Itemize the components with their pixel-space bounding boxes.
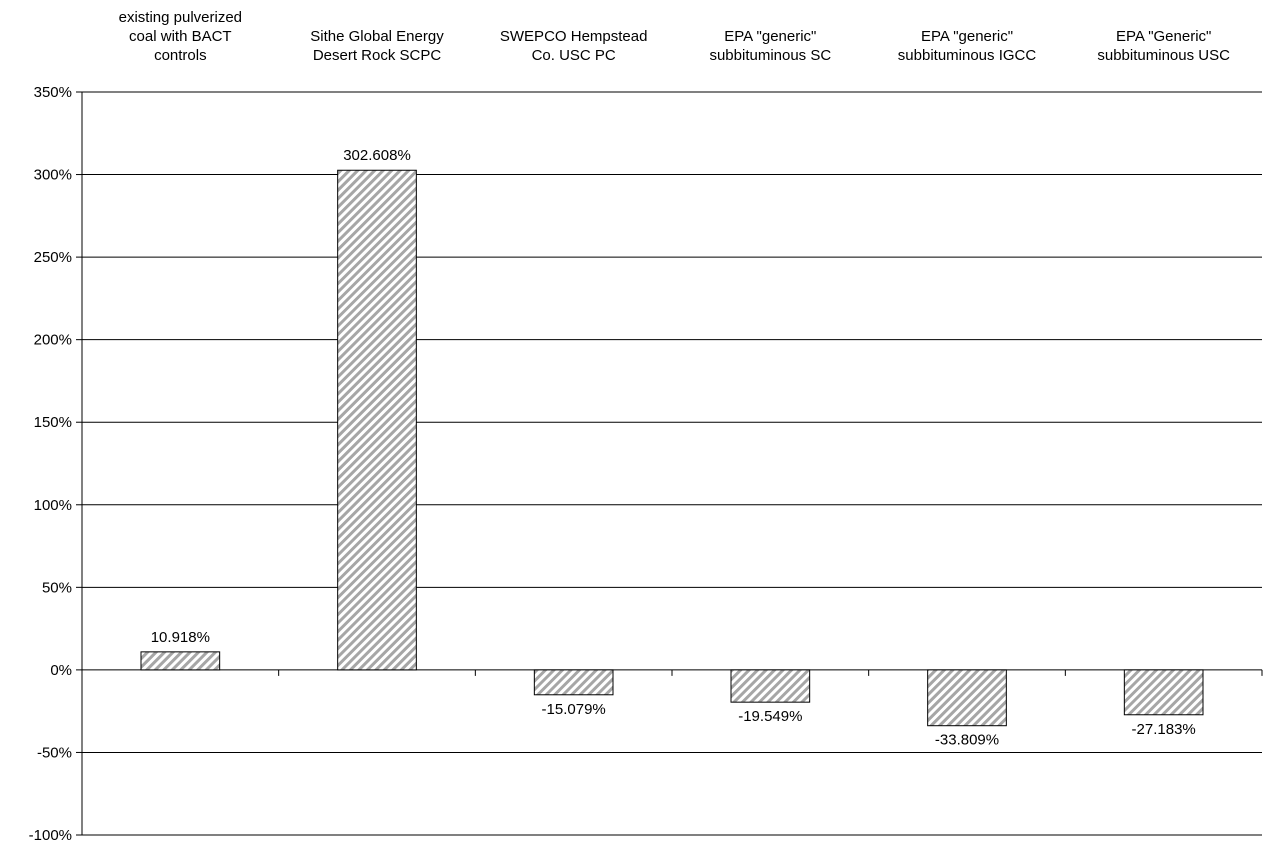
data-labels: 10.918% 302.608% -15.079% -19.549% -33.809% -…	[151, 147, 1196, 748]
category-label-line: Co. USC PC	[532, 47, 616, 64]
category-label-line: EPA "generic"	[921, 28, 1013, 45]
category-label: EPA "generic" subbituminous IGCC	[898, 28, 1037, 64]
y-tick-label: 350%	[34, 84, 72, 101]
category-label-line: Sithe Global Energy	[310, 28, 444, 45]
data-label: -33.809%	[935, 732, 999, 749]
data-label: -19.549%	[738, 708, 802, 725]
data-label: -27.183%	[1132, 721, 1196, 738]
y-tick-label: 150%	[34, 414, 72, 431]
category-label-line: EPA "Generic"	[1116, 28, 1211, 45]
y-tick-label: 250%	[34, 249, 72, 266]
bars	[140, 169, 1204, 727]
y-tick-label: 300%	[34, 167, 72, 184]
category-label: SWEPCO Hempstead Co. USC PC	[500, 28, 648, 64]
category-label: EPA "Generic" subbituminous USC	[1097, 28, 1230, 64]
category-label: Sithe Global Energy Desert Rock SCPC	[310, 28, 444, 64]
category-label-line: coal with BACT	[129, 28, 232, 45]
category-label-line: SWEPCO Hempstead	[500, 28, 648, 45]
y-tick-label: 100%	[34, 497, 72, 514]
y-tick-label: 200%	[34, 332, 72, 349]
category-label-line: Desert Rock SCPC	[313, 47, 442, 64]
data-label: 10.918%	[151, 629, 210, 646]
axes	[76, 91, 1263, 836]
bar	[533, 669, 614, 696]
category-label: EPA "generic" subbituminous SC	[709, 28, 831, 64]
category-label-line: controls	[154, 47, 207, 64]
bar	[1123, 669, 1204, 716]
data-label: 302.608%	[343, 147, 411, 164]
category-label-line: EPA "generic"	[724, 28, 816, 45]
x-axis-category-labels: existing pulverized coal with BACT control…	[119, 9, 1230, 64]
category-label: existing pulverized coal with BACT control…	[119, 9, 242, 64]
bar	[730, 669, 811, 703]
y-tick-label: 50%	[42, 579, 72, 596]
y-axis-tick-labels: 350% 300% 250% 200% 150% 100% 50% 0% -50% -100%	[29, 84, 72, 843]
y-tick-label: 0%	[50, 662, 72, 679]
gridlines	[82, 91, 1262, 753]
y-tick-label: -100%	[29, 827, 72, 843]
bar	[337, 169, 417, 671]
bar	[140, 651, 221, 671]
category-label-line: existing pulverized	[119, 9, 242, 26]
category-label-line: subbituminous USC	[1097, 47, 1230, 64]
category-label-line: subbituminous IGCC	[898, 47, 1037, 64]
data-label: -15.079%	[542, 701, 606, 718]
y-tick-label: -50%	[37, 744, 72, 761]
bar	[927, 669, 1007, 727]
category-label-line: subbituminous SC	[709, 47, 831, 64]
